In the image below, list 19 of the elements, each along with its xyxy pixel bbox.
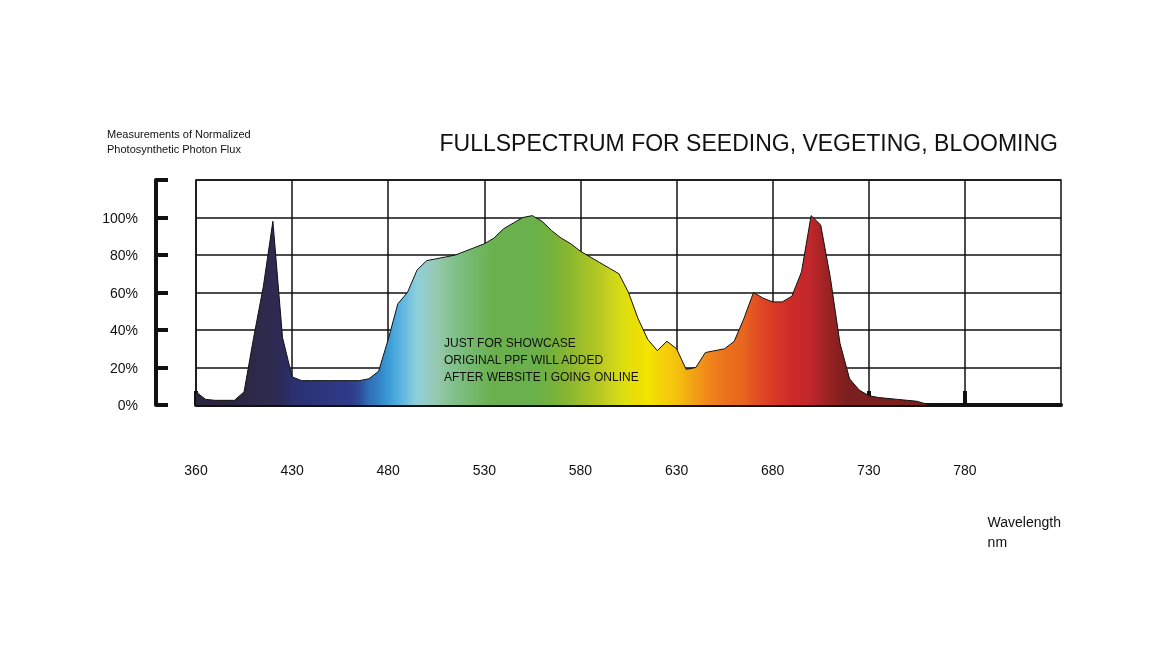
y-tick-label: 0%	[117, 397, 138, 413]
x-tick-label: 430	[280, 462, 304, 478]
x-tick-label: 630	[664, 462, 689, 478]
x-tick-label: 780	[953, 462, 977, 478]
y-tick-label: 60%	[109, 284, 138, 301]
annotation: JUST FOR SHOWCASE ORIGINAL PPF WILL ADDED AFTER WEBSITE I GOING ONLINE	[444, 335, 639, 384]
y-tick-label: 100%	[102, 209, 138, 226]
x-tick-label: 680	[760, 462, 785, 478]
x-axis-title: Wavelength nm	[987, 514, 1062, 550]
y-tick-label: 80%	[109, 247, 138, 263]
x-tick-label: 730	[857, 462, 881, 478]
chart-title: FULLSPECTRUM FOR SEEDING, VEGETING, BLOOMING	[439, 129, 1058, 156]
y-tick-label: 40%	[109, 322, 138, 338]
y-tick-label: 20%	[109, 359, 138, 376]
x-tick-label: 480	[376, 462, 401, 478]
x-tick-label: 580	[568, 462, 593, 478]
y-axis-title: Measurements of Normalized Photosynthetic Photon Flux	[107, 127, 251, 155]
x-tick-label: 360	[184, 462, 208, 478]
x-tick-label: 530	[472, 462, 497, 478]
